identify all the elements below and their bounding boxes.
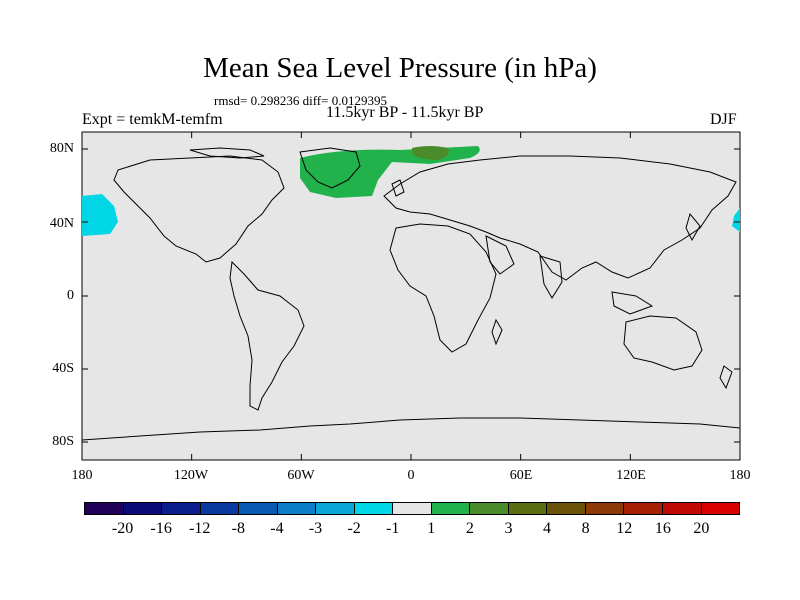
colorbar-swatch [585,503,625,514]
stats-label: rmsd= 0.298236 diff= 0.0129395 [214,93,387,108]
coast-japan [685,212,701,242]
colorbar-label: -1 [386,520,400,537]
chart-title: Mean Sea Level Pressure (in hPa) [203,52,597,84]
colorbar-label: 8 [581,520,590,537]
coastlines [81,147,741,441]
coast-india [539,255,563,299]
colorbar-swatch [547,503,586,514]
colorbar-label: 16 [654,520,671,537]
colorbar-swatch [624,503,663,514]
colorbar-label: -12 [189,520,211,537]
lat-label-40n: 40N [49,216,74,231]
colorbar-label: 2 [465,520,474,537]
coast-antarctica [81,417,741,441]
coast-australia [623,315,703,371]
coast-south-america [229,260,305,411]
coast-north-america [113,155,285,263]
lon-label-0: 0 [407,468,415,483]
colorbar-swatch [662,503,702,514]
coast-eurasia [383,155,737,281]
colorbar-label: -3 [308,520,323,537]
colorbar-label: 12 [616,520,633,537]
experiment-label: Expt = temkM-temfm [82,111,223,128]
colorbar-swatch [508,503,548,514]
lat-label-80s: 80S [52,434,74,449]
colorbar-label: 4 [543,520,552,537]
colorbar-swatch [393,503,432,514]
colorbar-label: -20 [111,520,134,537]
scandinavia-positive-region [412,146,449,160]
lat-label-0: 0 [67,288,74,303]
colorbar-swatch [200,503,240,514]
colorbar-swatch [162,503,201,514]
season-label: DJF [710,111,737,128]
axis-ticks [81,132,741,460]
colorbar-swatch [470,503,509,514]
lon-label-180w: 180 [71,468,93,483]
colorbar-swatch [277,503,317,514]
coast-greenland [299,147,361,189]
colorbar-label: -2 [347,520,361,537]
lon-label-60e: 60E [509,468,533,483]
colorbar-label: 3 [504,520,513,537]
colorbar-label: -8 [231,520,245,537]
north-pacific-negative-region-east [732,208,740,232]
colorbar-label: -16 [150,520,172,537]
coast-arabia [485,235,515,275]
lon-label-180e: 180 [729,468,751,483]
coast-africa [389,223,497,353]
colorbar-swatch [316,503,355,514]
lon-label-120e: 120E [616,468,646,483]
lon-label-60w: 60W [287,468,315,483]
coast-arctic-islands [189,147,265,159]
colorbar-swatch [701,503,740,514]
colorbar-swatch [85,503,124,514]
coast-new-zealand [719,365,733,390]
colorbar-swatch [123,503,163,514]
lat-label-80n: 80N [49,141,74,156]
colorbar [84,502,740,515]
coast-british-isles [391,179,405,197]
north-pacific-negative-region [82,194,118,236]
colorbar-label: -4 [270,520,284,537]
colorbar-label: 1 [427,520,436,537]
colorbar-swatch [239,503,278,514]
lat-label-40s: 40S [52,361,74,376]
coast-madagascar [491,318,503,346]
anomaly-shading [82,146,740,236]
colorbar-swatch [431,503,471,514]
map-background [81,131,741,461]
coast-se-asia [611,291,654,315]
colorbar-swatch [354,503,394,514]
period-label: 11.5kyr BP - 11.5kyr BP [326,104,484,121]
colorbar-label: 20 [693,520,710,537]
lon-label-120w: 120W [173,468,209,483]
